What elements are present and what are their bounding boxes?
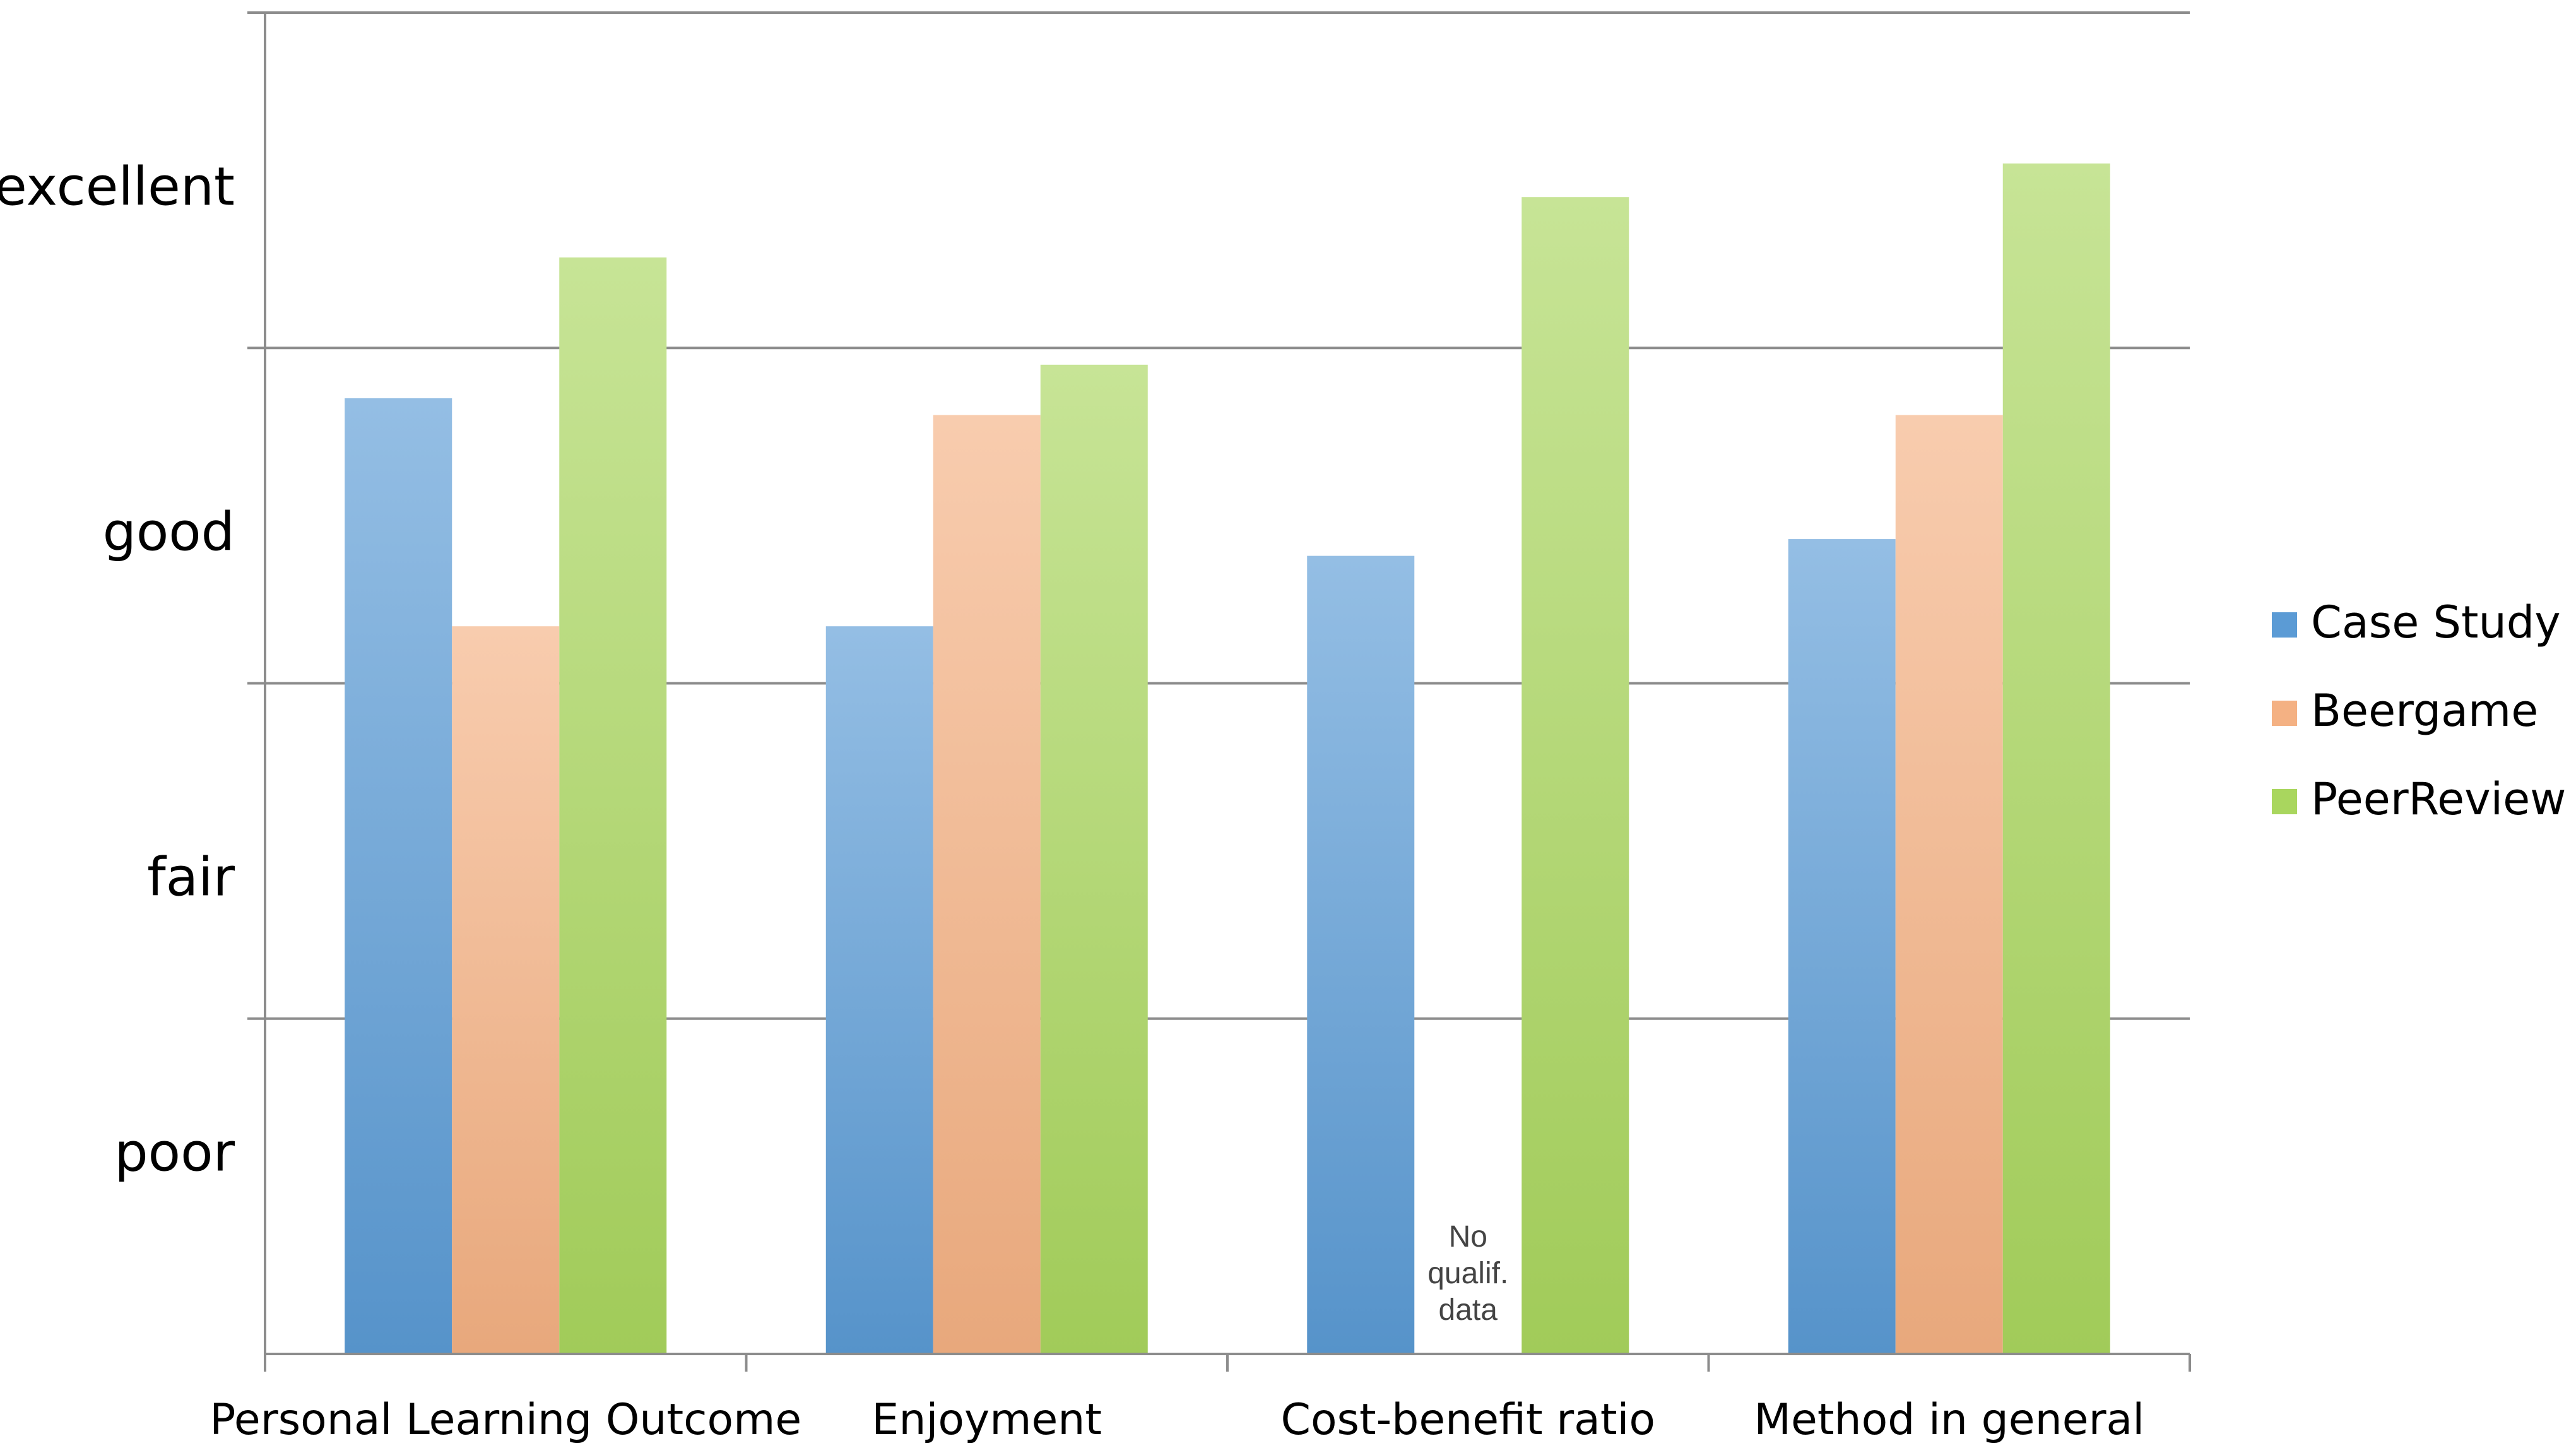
bar-cost-benefit-ratio-case-study xyxy=(1307,555,1415,1354)
y-tick-label-good: good xyxy=(103,501,235,562)
legend-label-case-study: Case Study xyxy=(2311,596,2561,648)
y-tick-label-poor: poor xyxy=(114,1121,235,1183)
bar-personal-learning-outcome-beergame xyxy=(452,626,560,1354)
bar-enjoyment-peerreview xyxy=(1040,364,1148,1354)
legend-swatch-peerreview xyxy=(2272,789,2297,814)
annotation-no-data: No qualif. data xyxy=(1427,1220,1508,1327)
y-tick-label-fair: fair xyxy=(147,846,235,908)
bar-personal-learning-outcome-case-study xyxy=(345,398,452,1354)
bar-enjoyment-beergame xyxy=(933,415,1041,1354)
bar-method-in-general-case-study xyxy=(1788,539,1896,1354)
bar-method-in-general-peerreview xyxy=(2002,163,2110,1354)
bar-cost-benefit-ratio-peerreview xyxy=(1521,197,1629,1354)
x-tick-label: Cost-benefit ratio xyxy=(1280,1395,1655,1445)
legend-label-peerreview: PeerReview xyxy=(2311,773,2566,825)
legend-label-beergame: Beergame xyxy=(2311,685,2538,737)
x-tick-label: Enjoyment xyxy=(871,1395,1102,1445)
bar-method-in-general-beergame xyxy=(1895,415,2003,1354)
x-tick-label: Method in general xyxy=(1754,1395,2144,1445)
legend-swatch-beergame xyxy=(2272,701,2297,726)
y-tick-label-excellent: excellent xyxy=(0,155,235,217)
bar-enjoyment-case-study xyxy=(825,626,933,1354)
legend-swatch-case-study xyxy=(2272,612,2297,638)
x-tick-label: Personal Learning Outcome xyxy=(210,1395,801,1445)
bar-personal-learning-outcome-peerreview xyxy=(559,257,667,1354)
